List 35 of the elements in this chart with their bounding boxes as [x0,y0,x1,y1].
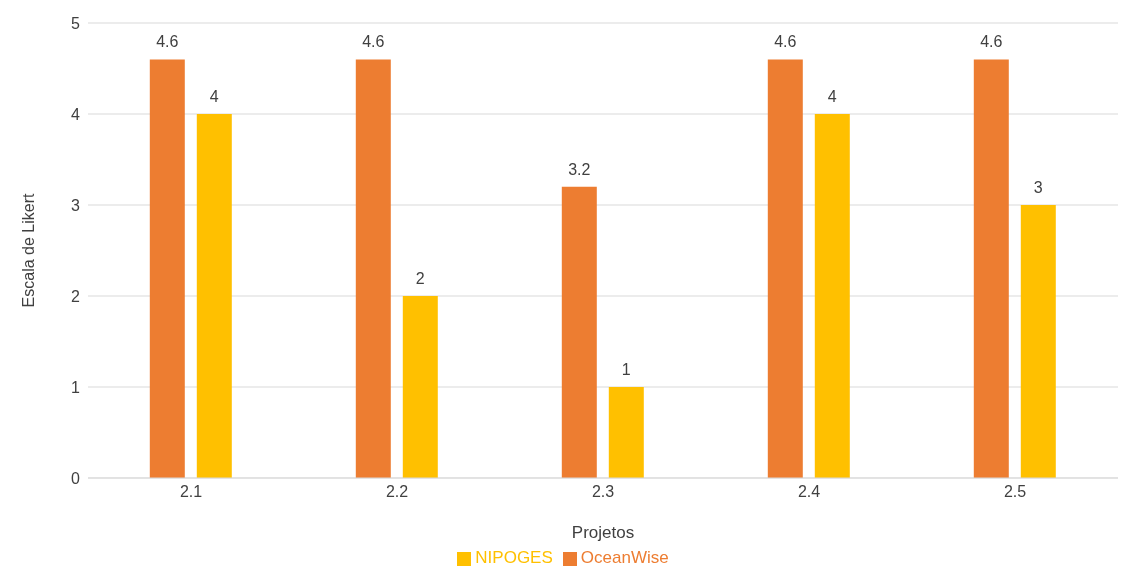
x-tick-label: 2.1 [179,483,203,501]
bar [149,59,185,478]
bar [608,387,644,478]
legend-label: OceanWise [580,548,669,567]
bar [973,59,1009,478]
data-label: 4 [827,88,837,105]
data-label: 4.6 [362,33,385,51]
y-tick-label: 3 [71,196,81,214]
data-label: 4.6 [774,33,797,51]
bar [1020,205,1056,478]
legend-label: NIPOGES [475,548,553,567]
bar [767,59,803,478]
y-tick-label: 1 [71,378,81,396]
x-tick-label: 2.4 [797,483,821,501]
y-tick-label: 2 [71,287,81,305]
y-tick-label: 0 [71,469,81,487]
data-label: 2 [415,270,425,287]
y-tick-label: 5 [71,14,81,32]
data-label: 4.6 [156,33,179,51]
data-label: 4 [209,88,219,105]
y-tick-label: 4 [71,105,81,123]
data-label: 3.2 [568,160,591,178]
bar [196,114,232,478]
x-tick-label: 2.5 [1003,483,1027,501]
y-axis-title: Escala de Likert [19,193,37,308]
bar [814,114,850,478]
bar [402,296,438,478]
bar [355,59,391,478]
data-label: 3 [1033,179,1043,196]
x-axis-title: Projetos [571,523,635,542]
x-tick-label: 2.2 [385,483,409,501]
x-tick-label: 2.3 [591,483,615,501]
data-label: 1 [621,361,631,378]
data-label: 4.6 [980,33,1003,51]
bar [561,186,597,478]
